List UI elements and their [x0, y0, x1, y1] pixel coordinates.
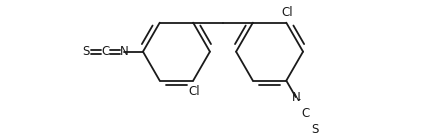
Text: Cl: Cl	[188, 85, 200, 98]
Text: C: C	[101, 45, 109, 58]
Text: C: C	[301, 107, 309, 120]
Text: N: N	[292, 91, 300, 104]
Text: Cl: Cl	[281, 6, 293, 19]
Text: S: S	[83, 45, 90, 58]
Text: N: N	[120, 45, 129, 58]
Text: S: S	[311, 123, 318, 136]
